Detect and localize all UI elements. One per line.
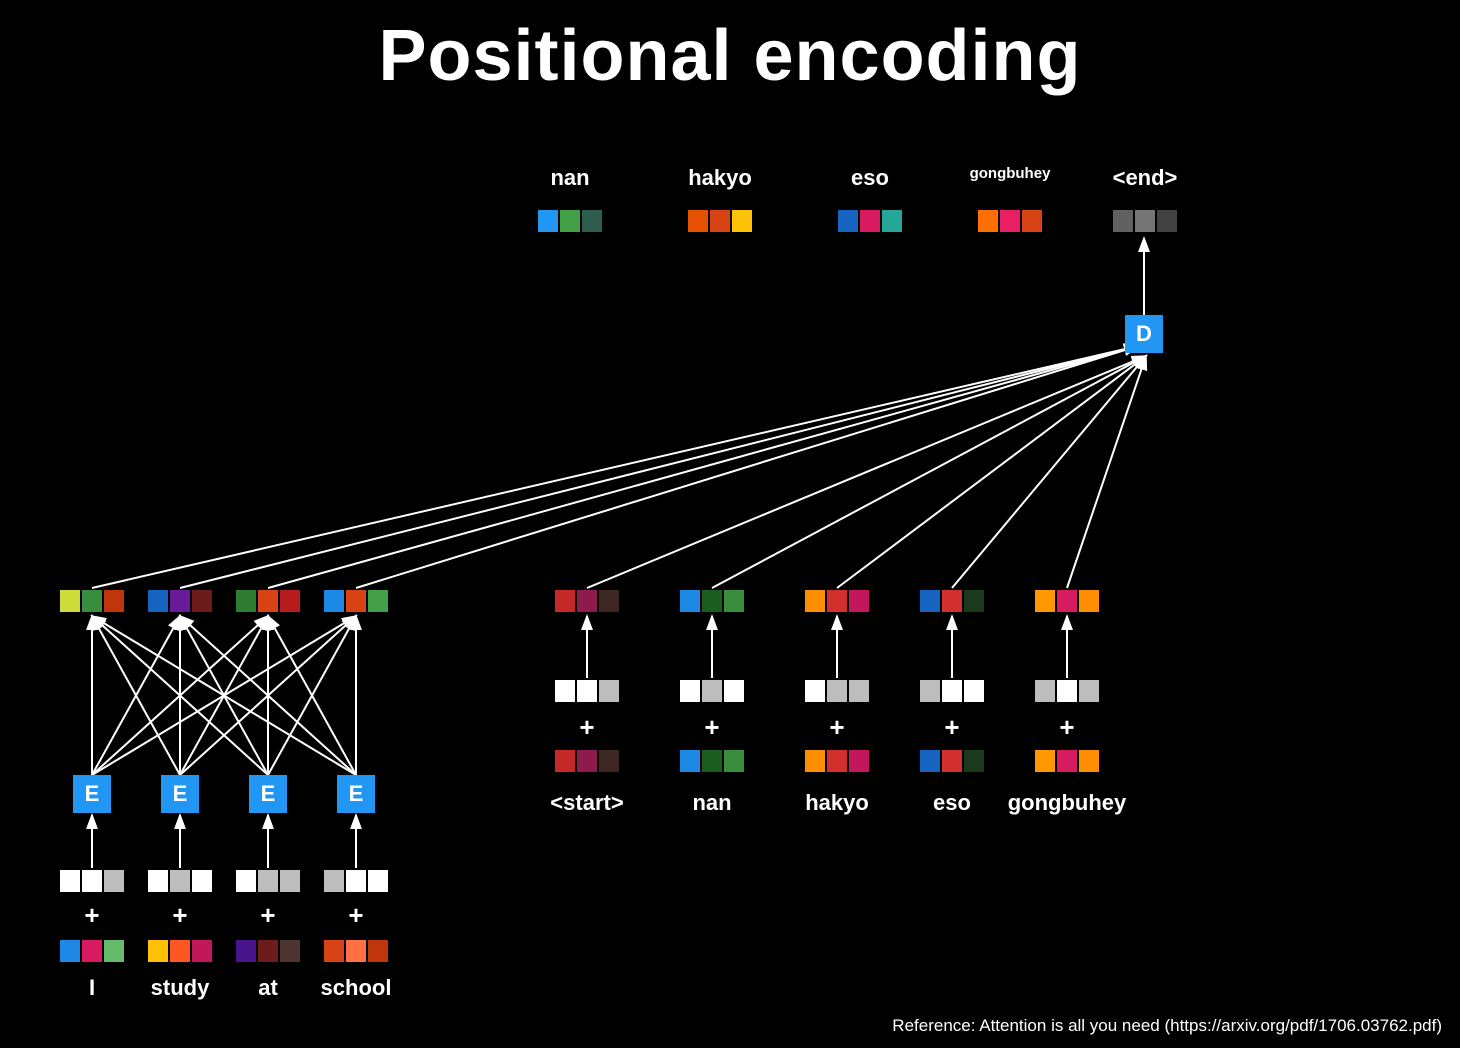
page-title: Positional encoding — [0, 15, 1460, 97]
decoder-pos-vec-0 — [555, 680, 619, 702]
decoder-plus-0: + — [579, 712, 594, 743]
decoder-plus-1: + — [704, 712, 719, 743]
decoder-node: D — [1125, 315, 1163, 353]
encoder-plus-1: + — [172, 900, 187, 931]
decoder-sum-vec-0 — [555, 590, 619, 612]
encoder-word-vec-0 — [60, 940, 124, 962]
decoder-word-label-1: nan — [692, 790, 731, 816]
encoder-pos-vec-0 — [60, 870, 124, 892]
reference-text: Reference: Attention is all you need (ht… — [892, 1016, 1442, 1036]
encoder-node-2: E — [249, 775, 287, 813]
decoder-word-label-0: <start> — [550, 790, 623, 816]
encoder-plus-0: + — [84, 900, 99, 931]
decoder-sum-vec-3 — [920, 590, 984, 612]
encoder-pos-vec-3 — [324, 870, 388, 892]
output-label-1: hakyo — [688, 165, 752, 191]
encoder-out-vec-3 — [324, 590, 388, 612]
decoder-plus-4: + — [1059, 712, 1074, 743]
decoder-pos-vec-4 — [1035, 680, 1099, 702]
decoder-word-vec-3 — [920, 750, 984, 772]
output-vec-1 — [688, 210, 752, 232]
encoder-out-vec-0 — [60, 590, 124, 612]
output-label-3: gongbuhey — [970, 165, 1051, 182]
encoder-out-vec-1 — [148, 590, 212, 612]
diagram-arrows — [0, 0, 1460, 1048]
decoder-word-vec-4 — [1035, 750, 1099, 772]
decoder-word-label-3: eso — [933, 790, 971, 816]
encoder-node-0: E — [73, 775, 111, 813]
decoder-word-label-2: hakyo — [805, 790, 869, 816]
decoder-pos-vec-2 — [805, 680, 869, 702]
encoder-plus-3: + — [348, 900, 363, 931]
encoder-out-vec-2 — [236, 590, 300, 612]
decoder-pos-vec-3 — [920, 680, 984, 702]
output-label-2: eso — [851, 165, 889, 191]
decoder-word-vec-1 — [680, 750, 744, 772]
output-label-0: nan — [550, 165, 589, 191]
encoder-node-3: E — [337, 775, 375, 813]
encoder-word-vec-1 — [148, 940, 212, 962]
output-vec-2 — [838, 210, 902, 232]
decoder-pos-vec-1 — [680, 680, 744, 702]
decoder-sum-vec-1 — [680, 590, 744, 612]
decoder-plus-2: + — [829, 712, 844, 743]
decoder-sum-vec-4 — [1035, 590, 1099, 612]
output-vec-0 — [538, 210, 602, 232]
output-vec-3 — [978, 210, 1042, 232]
decoder-plus-3: + — [944, 712, 959, 743]
decoder-word-vec-0 — [555, 750, 619, 772]
encoder-word-vec-3 — [324, 940, 388, 962]
output-label-4: <end> — [1113, 165, 1178, 191]
encoder-pos-vec-2 — [236, 870, 300, 892]
decoder-word-label-4: gongbuhey — [1008, 790, 1127, 816]
encoder-word-label-0: I — [89, 975, 95, 1001]
decoder-word-vec-2 — [805, 750, 869, 772]
encoder-word-label-2: at — [258, 975, 278, 1001]
encoder-plus-2: + — [260, 900, 275, 931]
encoder-word-label-1: study — [151, 975, 210, 1001]
encoder-word-vec-2 — [236, 940, 300, 962]
encoder-node-1: E — [161, 775, 199, 813]
encoder-pos-vec-1 — [148, 870, 212, 892]
decoder-sum-vec-2 — [805, 590, 869, 612]
output-vec-4 — [1113, 210, 1177, 232]
encoder-word-label-3: school — [321, 975, 392, 1001]
